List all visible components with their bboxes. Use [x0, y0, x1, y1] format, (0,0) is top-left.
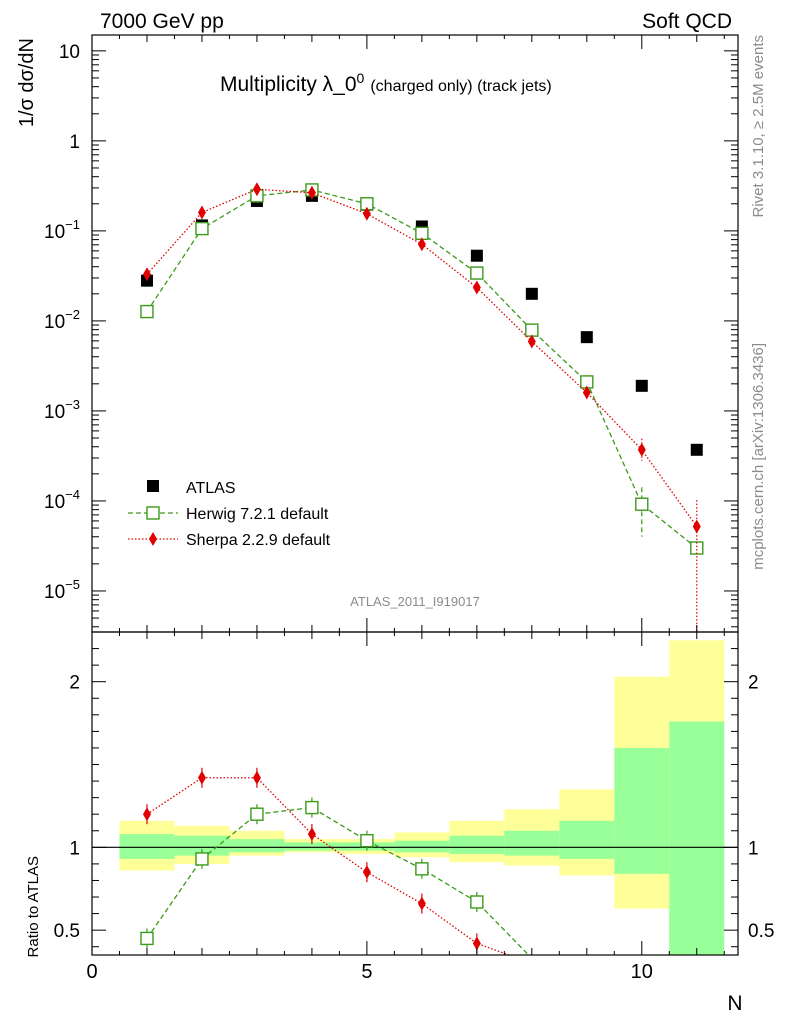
rivet-label: Rivet 3.1.10, ≥ 2.5M events: [750, 35, 767, 218]
sherpa-point: [417, 237, 426, 252]
sherpa-point: [637, 442, 646, 457]
herwig-point: [635, 497, 649, 511]
herwig-point: [525, 323, 539, 337]
mcplots-label: mcplots.cern.ch [arXiv:1306.3436]: [750, 343, 767, 570]
herwig-point: [140, 304, 154, 319]
header-left: 7000 GeV pp: [100, 10, 224, 33]
sherpa-ratio-point: [197, 770, 206, 785]
sherpa-point: [527, 334, 536, 349]
legend-label-herwig: Herwig 7.2.1 default: [186, 506, 329, 523]
sherpa-point: [252, 182, 261, 197]
sherpa-ratio-point: [252, 770, 261, 785]
atlas-data-point: [470, 249, 483, 262]
y-tick-label-main: 10: [59, 42, 80, 63]
sherpa-ratio-point: [472, 936, 481, 951]
legend-label-atlas: ATLAS: [186, 480, 236, 497]
ratio-band-stat: [229, 839, 285, 853]
sherpa-point: [197, 205, 206, 220]
ratio-band-stat: [119, 834, 175, 859]
atlas-data-point: [580, 331, 593, 344]
ratio-band-stat: [504, 830, 560, 856]
sherpa-point: [582, 385, 591, 400]
atlas-data-point: [635, 379, 648, 392]
legend: ATLAS Herwig 7.2.1 default Sherpa 2.2.9 …: [128, 480, 331, 549]
y-axis-label-main: 1/σ dσ/dN: [16, 38, 38, 127]
y-tick-label-main: 10−3: [44, 397, 80, 423]
x-tick-label: 0: [86, 961, 97, 983]
atlas-data-point: [690, 443, 703, 456]
chart-title-main: Multiplicity λ_0: [220, 73, 357, 96]
y-tick-label-main: 10−4: [44, 487, 80, 513]
herwig-ratio-point: [140, 931, 154, 946]
herwig-ratio-point: [195, 852, 209, 866]
y-tick-label-ratio-right: 1: [748, 838, 759, 859]
legend-label-sherpa: Sherpa 2.2.9 default: [186, 532, 331, 549]
atlas-data-point: [525, 287, 538, 300]
ratio-panel-series: [140, 767, 530, 955]
ratio-panel-frame: [91, 631, 739, 956]
x-tick-label: 10: [631, 961, 653, 983]
legend-marker-atlas: [147, 480, 159, 492]
y-tick-label-main: 10−2: [44, 307, 80, 333]
ratio-uncertainty-bands: [119, 640, 725, 955]
herwig-ratio-point: [415, 862, 429, 876]
y-axis-label-ratio: Ratio to ATLAS: [25, 856, 42, 957]
main-panel-series: [140, 182, 704, 632]
x-axis-label: N: [727, 992, 742, 1015]
y-tick-label-main: 1: [69, 132, 80, 153]
herwig-point: [470, 266, 484, 280]
y-tick-label-ratio: 2: [69, 673, 80, 694]
y-tick-label-ratio-right: 2: [748, 673, 759, 694]
ratio-band-stat: [559, 820, 615, 859]
sherpa-ratio-point: [362, 865, 371, 880]
y-tick-label-ratio: 0.5: [54, 921, 80, 942]
ratio-band-stat: [669, 721, 725, 955]
ratio-band-stat: [449, 835, 505, 854]
sherpa-ratio-point: [307, 827, 316, 842]
x-tick-label: 5: [361, 961, 372, 983]
chart-title-small: (charged only) (track jets): [370, 78, 551, 95]
chart-title-sup: 0: [357, 70, 365, 86]
y-tick-label-ratio-right: 0.5: [748, 921, 774, 942]
header-right: Soft QCD: [642, 10, 732, 33]
axes: 0 5 10 10−5 10−4 10−3 10−2 10−1 1 10 0.5 0.5 1 1 2 2: [44, 35, 774, 983]
y-tick-label-main: 10−1: [44, 217, 80, 243]
y-tick-label-main: 10−5: [44, 577, 80, 603]
herwig-ratio-point: [305, 800, 319, 815]
chart-title: Multiplicity λ_00 (charged only) (track j…: [220, 70, 552, 96]
ratio-band-stat: [284, 842, 340, 851]
sherpa-point: [142, 267, 151, 282]
sherpa-ratio-point: [417, 896, 426, 911]
herwig-ratio-point: [250, 807, 264, 821]
sherpa-ratio-point: [142, 807, 151, 822]
sherpa-point: [692, 519, 701, 534]
ratio-band-stat: [394, 840, 450, 853]
legend-marker-herwig: [146, 506, 160, 520]
sherpa-point: [472, 280, 481, 295]
analysis-id: ATLAS_2011_I919017: [350, 594, 480, 609]
herwig-ratio-point: [360, 834, 374, 848]
legend-marker-sherpa: [149, 532, 157, 546]
herwig-point: [690, 541, 704, 555]
herwig-point: [195, 221, 209, 236]
sherpa-point: [307, 185, 316, 200]
y-tick-label-ratio: 1: [69, 838, 80, 859]
ratio-band-stat: [614, 747, 670, 874]
herwig-ratio-point: [470, 895, 484, 909]
ratio-band-stat: [174, 835, 230, 856]
sherpa-point: [362, 206, 371, 221]
